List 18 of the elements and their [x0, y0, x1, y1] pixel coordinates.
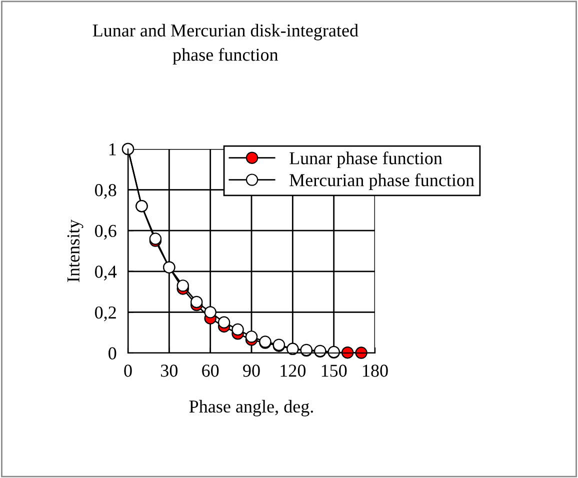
x-tick-label: 0: [124, 364, 132, 377]
y-tick-label: 0,4: [95, 266, 117, 280]
x-tick-label: 120: [280, 364, 306, 377]
y-tick-label: 0,6: [95, 224, 116, 240]
x-tick-label: 90: [243, 364, 260, 377]
x-tick-label: 180: [363, 364, 388, 377]
y-tick-label: 1: [109, 143, 116, 156]
y-tick-label: 0,2: [95, 306, 116, 322]
y-tick-label: 0: [108, 347, 116, 360]
y-tick-label: 0,8: [95, 184, 116, 199]
y-axis-title: Intensity: [67, 219, 84, 282]
x-tick-label: 30: [161, 364, 178, 377]
x-tick-label: 150: [322, 364, 347, 377]
x-axis-title: Phase angle, deg.: [189, 400, 313, 416]
legend-label: Lunar phase function: [290, 151, 442, 168]
x-tick-label: 60: [202, 364, 219, 377]
legend-label: Mercurian phase function: [290, 173, 474, 190]
chart-title: Lunar and Mercurian disk-integrated phase function: [92, 24, 358, 65]
